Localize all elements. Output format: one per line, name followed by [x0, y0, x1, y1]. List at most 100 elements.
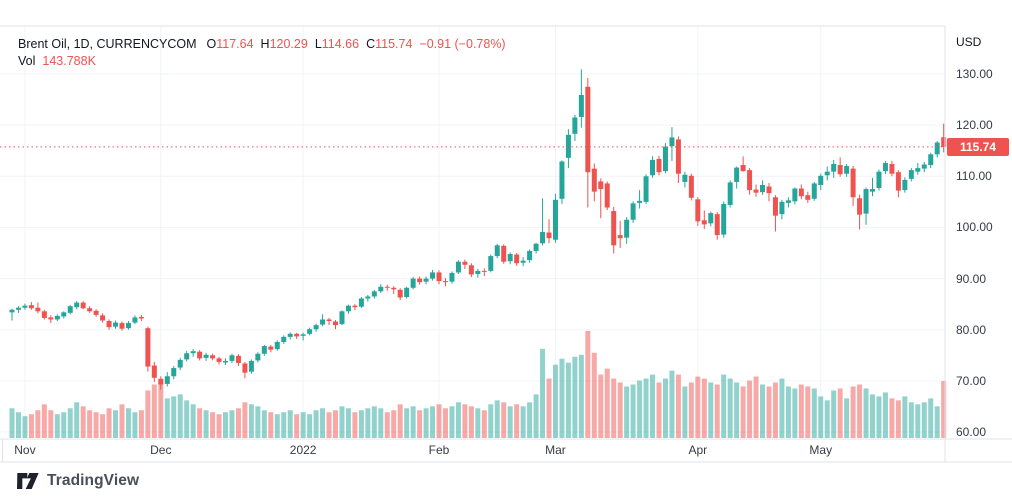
candle-body	[785, 200, 791, 203]
candle-body	[294, 333, 300, 337]
candle-body	[630, 203, 636, 220]
volume-bar	[145, 390, 151, 438]
ohlc-label: H	[260, 37, 270, 51]
volume-bar	[113, 410, 119, 438]
candle-wick	[302, 332, 304, 341]
candle-body	[352, 305, 358, 308]
candle-body	[585, 86, 591, 173]
volume-bar	[229, 410, 235, 438]
candle-body	[792, 188, 798, 202]
volume-bar	[177, 394, 183, 438]
change-value: −0.91 (−0.78%)	[419, 37, 506, 51]
ohlc-values: O117.64 H120.29 L114.66 C115.74	[207, 37, 420, 51]
candle-body	[766, 186, 772, 194]
candle-body	[850, 168, 856, 198]
volume-bar	[501, 402, 507, 438]
volume-bar	[138, 410, 144, 438]
time-tick-label: Feb	[428, 443, 450, 457]
volume-bar	[494, 400, 500, 438]
candle-body	[255, 353, 261, 361]
volume-bar	[132, 412, 138, 438]
volume-bar	[391, 410, 397, 438]
volume-bar	[688, 382, 694, 438]
candle-body	[339, 311, 345, 325]
candle-body	[915, 168, 921, 172]
volume-bar	[397, 404, 403, 438]
candle-body	[805, 195, 811, 200]
candle-wick	[328, 317, 330, 326]
volume-bar	[604, 368, 610, 438]
volume-bar	[345, 408, 351, 438]
volume-bar	[559, 358, 565, 438]
symbol-title[interactable]: Brent Oil, 1D, CURRENCYCOM	[18, 37, 197, 51]
volume-bar	[15, 412, 21, 438]
volume-bar	[462, 404, 468, 438]
volume-bar	[727, 378, 733, 438]
price-axis[interactable]: USD 130.00 120.00 110.00 100.00 90.00 80.00 70…	[946, 0, 1012, 462]
candle-body	[779, 201, 785, 215]
tradingview-mark-icon	[17, 473, 39, 489]
candle-body	[74, 302, 80, 308]
volume-bar	[740, 386, 746, 438]
volume-bar	[87, 410, 93, 438]
candle-body	[300, 334, 306, 336]
volume-bar	[358, 410, 364, 438]
volume-bar	[876, 396, 882, 438]
candle-body	[397, 289, 403, 298]
candle-body	[721, 203, 727, 235]
candle-body	[35, 307, 41, 312]
volume-bar	[223, 412, 229, 438]
volume-bar	[882, 392, 888, 438]
volume-bar	[119, 404, 125, 438]
time-axis[interactable]: Nov Dec 2022 Feb Mar Apr May	[0, 440, 945, 462]
candle-body	[113, 322, 119, 327]
candle-body	[507, 254, 513, 262]
candle-body	[28, 305, 34, 309]
candle-body	[22, 305, 28, 308]
candle-body	[125, 323, 131, 329]
volume-bar	[527, 402, 533, 438]
time-tick-label: 2022	[289, 443, 317, 457]
volume-bar	[158, 382, 164, 438]
candle-body	[882, 162, 888, 172]
candle-body	[417, 278, 423, 283]
candle-body	[61, 312, 67, 317]
candle-body	[527, 250, 533, 261]
candle-body	[87, 308, 93, 312]
tradingview-brand-text: TradingView	[47, 472, 140, 489]
candle-body	[242, 363, 248, 373]
candle-body	[870, 189, 876, 192]
volume-bar	[617, 382, 623, 438]
volume-bar	[585, 330, 591, 438]
volume-bar	[423, 408, 429, 438]
legend-ohlc-row: Brent Oil, 1D, CURRENCYCOM O117.64 H120.29…	[18, 36, 506, 53]
candle-body	[80, 302, 86, 309]
volume-bar	[598, 374, 604, 438]
candle-body	[753, 189, 759, 193]
volume-bar	[546, 378, 552, 438]
currency-label: USD	[956, 35, 982, 49]
candle-body	[578, 94, 584, 117]
volume-bar	[248, 404, 254, 438]
candle-body	[313, 325, 319, 330]
volume-bar	[837, 388, 843, 438]
candle-wick	[872, 177, 874, 197]
candle-wick	[386, 284, 388, 291]
volume-bar	[54, 414, 60, 438]
tradingview-logo[interactable]: TradingView	[16, 471, 139, 491]
candle-body	[714, 214, 720, 236]
price-tick-label: 80.00	[956, 322, 987, 337]
volume-bar	[261, 410, 267, 438]
candle-body	[902, 179, 908, 191]
candle-body	[727, 182, 733, 205]
candle-body	[358, 298, 364, 307]
candle-body	[565, 134, 571, 158]
candle-body	[857, 198, 863, 215]
volume-bar	[449, 406, 455, 438]
volume-bar	[611, 378, 617, 438]
candle-body	[455, 261, 461, 273]
volume-bar	[22, 416, 28, 438]
volume-bar	[455, 402, 461, 438]
candle-body	[501, 245, 507, 262]
